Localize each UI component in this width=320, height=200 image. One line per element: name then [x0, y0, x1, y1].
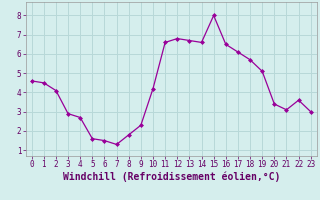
X-axis label: Windchill (Refroidissement éolien,°C): Windchill (Refroidissement éolien,°C)	[62, 172, 280, 182]
